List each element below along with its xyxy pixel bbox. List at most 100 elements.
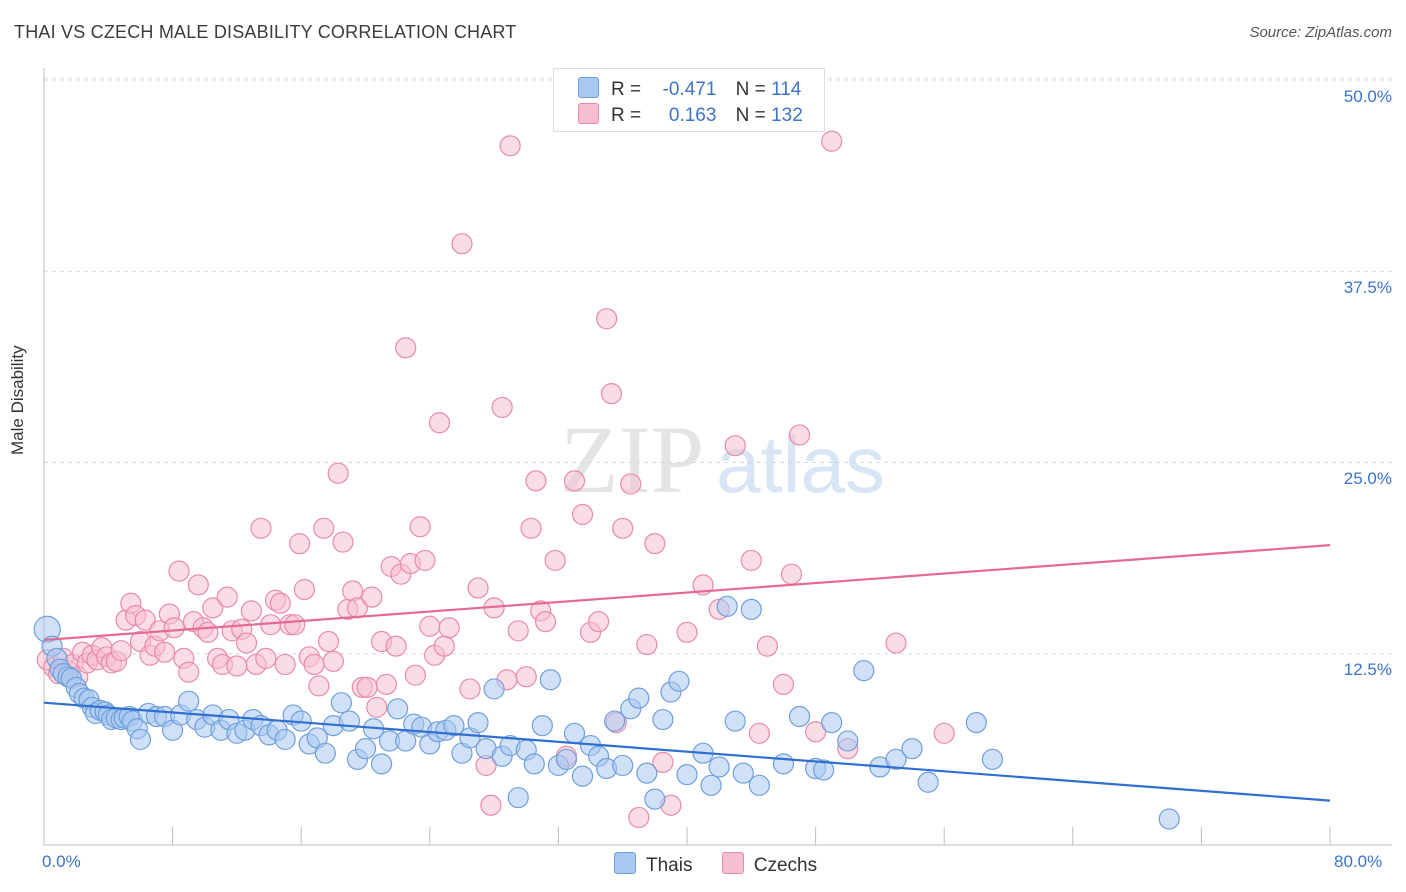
czech-point: [110, 640, 132, 662]
r-label: R =: [611, 105, 642, 126]
thai-point: [821, 711, 843, 734]
thai-point: [724, 710, 746, 732]
thai-point: [748, 774, 770, 796]
czech-point: [361, 586, 383, 608]
czech-point: [724, 435, 746, 457]
czech-point: [772, 673, 795, 695]
czech-point: [269, 592, 291, 614]
thai-point: [981, 748, 1004, 770]
r-value: 0.163: [668, 105, 717, 126]
czech-point: [202, 597, 224, 619]
czech-point: [628, 806, 650, 829]
czech-point: [288, 532, 311, 555]
czech-point: [676, 621, 698, 643]
thai-point: [628, 687, 650, 709]
thai-point: [483, 678, 505, 700]
czech-point: [520, 517, 542, 539]
czech-point: [385, 635, 407, 657]
czech-point: [644, 532, 666, 555]
r-label: R =: [611, 79, 642, 100]
czech-point: [600, 383, 623, 405]
series-legend: Thais Czechs: [614, 852, 841, 877]
legend-item-thais[interactable]: Thais: [614, 852, 692, 877]
czech-point: [652, 751, 674, 773]
czech-point: [375, 673, 397, 695]
thai-point: [507, 786, 529, 809]
thai-point: [531, 715, 553, 737]
thai-point: [788, 705, 811, 728]
czech-point: [366, 696, 388, 718]
czech-point: [409, 516, 431, 538]
czech-point: [308, 675, 330, 697]
czechs-swatch: [578, 103, 599, 124]
y-tick-label: 50.0%: [1343, 87, 1392, 106]
czechs-points: [36, 130, 955, 829]
x-tick-label-max: 80.0%: [1334, 852, 1383, 871]
czechs-swatch: [721, 852, 744, 874]
thai-point: [612, 754, 634, 777]
czechs-trend-line: [43, 544, 1331, 642]
czech-point: [168, 560, 190, 582]
axes: [43, 68, 1392, 846]
thai-point: [652, 708, 674, 731]
thai-point: [354, 738, 377, 760]
thai-point: [716, 595, 738, 617]
trend-lines: [43, 544, 1331, 802]
czech-point: [480, 794, 502, 816]
czech-point: [317, 630, 340, 653]
legend-row-czechs: R = 0.163 N = 132: [578, 103, 803, 127]
legend-label-thais: Thais: [646, 855, 693, 876]
thai-point: [740, 598, 762, 620]
czech-point: [293, 578, 316, 601]
czech-point: [438, 617, 460, 639]
thai-point: [965, 711, 987, 734]
czech-point: [303, 653, 325, 676]
czech-point: [395, 337, 417, 359]
czech-point: [780, 563, 803, 585]
thai-point: [467, 711, 489, 734]
thai-point: [732, 762, 754, 784]
czech-point: [515, 666, 537, 688]
n-value: 132: [771, 105, 803, 126]
czech-point: [821, 130, 843, 152]
czech-point: [756, 635, 778, 657]
czech-point: [499, 135, 521, 157]
thai-point: [443, 715, 465, 737]
czech-point: [163, 617, 185, 639]
thai-point: [772, 753, 795, 775]
czech-point: [240, 600, 262, 622]
n-value: 114: [771, 79, 802, 100]
x-tick-label-min: 0.0%: [42, 852, 81, 871]
czech-point: [563, 470, 586, 492]
czech-point: [187, 574, 209, 596]
czech-point: [507, 620, 529, 642]
legend-item-czechs[interactable]: Czechs: [721, 852, 817, 877]
czech-point: [428, 412, 451, 434]
czech-point: [313, 517, 335, 539]
thai-point: [636, 762, 658, 784]
czech-point: [414, 549, 436, 572]
czech-point: [250, 517, 272, 539]
czech-point: [933, 722, 955, 744]
thai-point: [668, 670, 690, 692]
thais-swatch: [614, 852, 636, 874]
czech-point: [459, 678, 481, 700]
czech-point: [404, 664, 426, 686]
thai-point: [539, 669, 561, 691]
thai-point: [1158, 808, 1180, 830]
source-attribution: Source: ZipAtlas.com: [1249, 24, 1392, 41]
czech-point: [748, 722, 770, 744]
czech-point: [153, 641, 176, 663]
thai-point: [370, 753, 393, 775]
y-tick-label: 25.0%: [1343, 469, 1392, 488]
thai-point: [885, 748, 907, 770]
thai-point: [178, 690, 200, 712]
thai-point: [853, 659, 875, 682]
thai-point: [644, 788, 666, 810]
czech-point: [178, 661, 200, 683]
czech-point: [197, 621, 219, 643]
czech-point: [636, 633, 658, 656]
czech-point: [433, 635, 455, 657]
chart-title: THAI VS CZECH MALE DISABILITY CORRELATIO…: [14, 22, 517, 42]
